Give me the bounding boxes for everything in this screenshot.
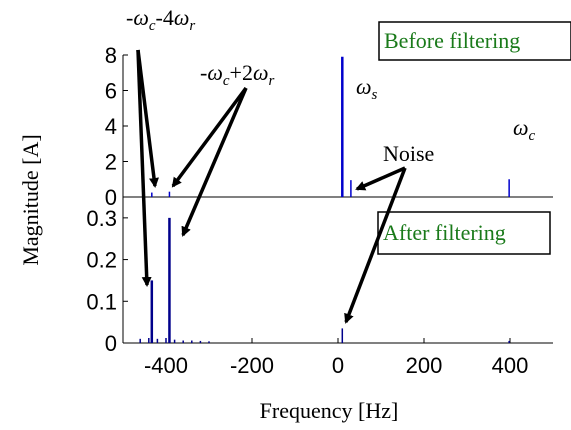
top-y-tick-label: 2 [105,150,117,175]
bottom-panel: 0 0.1 0.2 0.3 -400 -200 0 200 400 [86,197,553,378]
legend-after-text: After filtering [383,220,506,245]
legend-before-filtering: Before filtering [378,21,571,61]
top-y-tick-label: 0 [105,185,117,210]
bottom-y-tick-label: 0.1 [86,289,117,314]
arrow-noise-b [344,167,407,324]
x-tick-label: -200 [230,353,274,378]
arrow-1b [136,49,152,287]
label-omega-s: ωs [356,74,378,103]
top-series [151,56,510,197]
x-tick-label: 400 [492,353,529,378]
label-omega-c: ωc [513,115,536,144]
arrow-1a [136,49,159,188]
x-tick-label: 0 [332,353,344,378]
label-wc-minus-4wr: -ωc-4ωr [126,5,195,34]
top-panel: 0 2 4 6 8 [105,43,553,210]
top-y-ticks: 0 2 4 6 8 [105,43,128,210]
bottom-y-tick-label: 0 [105,331,117,356]
arrow-2b [181,87,248,237]
arrow-noise-a [355,166,406,191]
label-wc-plus-2wr: -ωc+2ωr [200,60,275,89]
y-axis-label: Magnitude [A] [18,134,43,265]
legend-before-text: Before filtering [384,28,520,53]
top-y-tick-label: 4 [105,114,117,139]
x-tick-label: -400 [144,353,188,378]
bottom-y-tick-label: 0.3 [86,206,117,231]
bottom-x-ticks: -400 -200 0 200 400 [144,338,528,378]
top-y-tick-label: 6 [105,79,117,104]
bottom-y-tick-label: 0.2 [86,248,117,273]
bottom-series [139,217,510,343]
x-axis-label: Frequency [Hz] [260,398,399,423]
arrow-2a [171,86,248,188]
top-y-tick-label: 8 [105,43,117,68]
legend-after-filtering: After filtering [377,211,551,255]
label-noise: Noise [383,141,434,166]
x-tick-label: 200 [406,353,443,378]
annotation-arrows [136,49,407,324]
bottom-y-ticks: 0 0.1 0.2 0.3 [86,206,128,356]
